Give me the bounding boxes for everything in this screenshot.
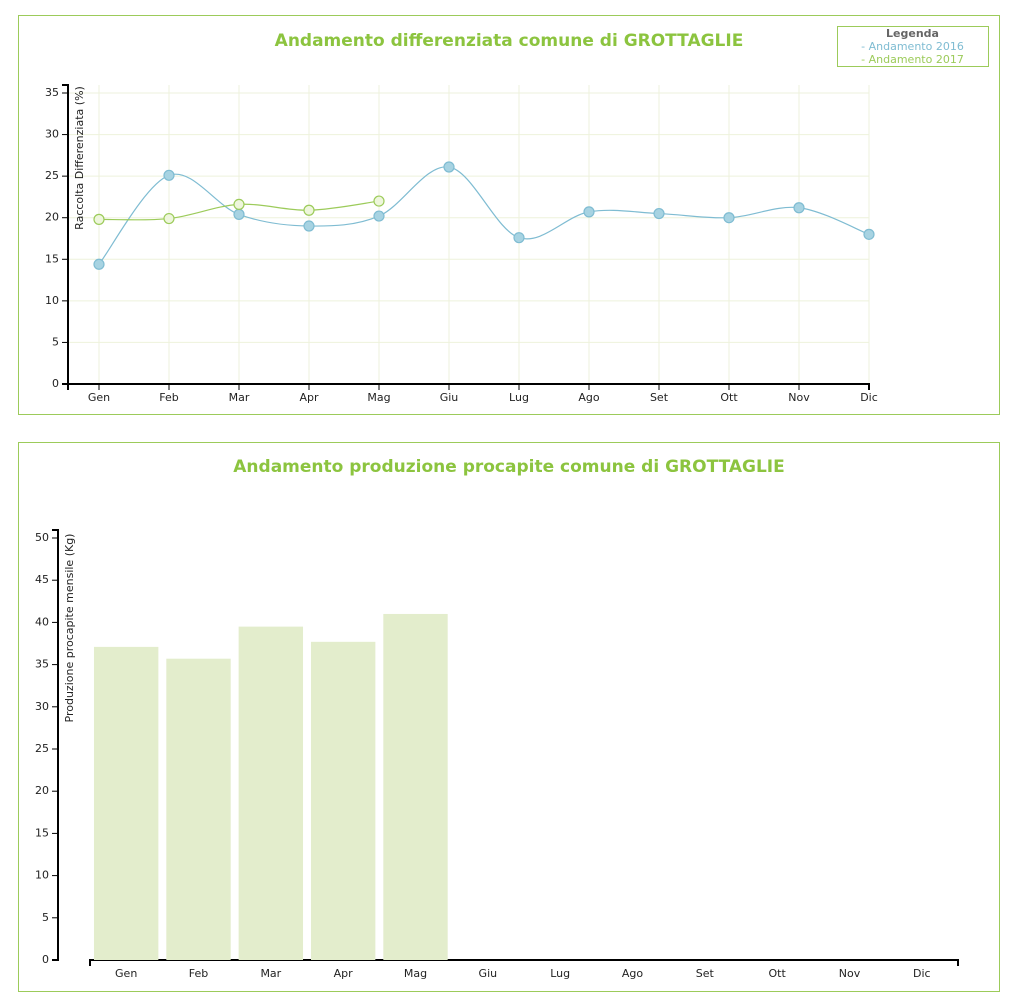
x-tick-label: Nov [788, 391, 810, 404]
y-tick-label: 45 [35, 573, 49, 586]
y-tick-label: 15 [45, 252, 59, 265]
data-point [723, 212, 735, 224]
y-axis [52, 529, 59, 961]
x-tick-label: Feb [159, 391, 178, 404]
legend-entry: - Andamento 2017 [861, 53, 964, 66]
data-point [373, 210, 385, 222]
chart-title: Andamento differenziata comune di GROTTA… [275, 31, 744, 51]
data-point [303, 220, 315, 232]
y-tick-label: 40 [35, 615, 49, 628]
data-point [583, 206, 595, 218]
x-tick-label: Dic [913, 967, 931, 980]
data-point [373, 195, 385, 207]
y-tick-label: 20 [35, 784, 49, 797]
chart-title: Andamento produzione procapite comune di… [233, 457, 784, 477]
y-tick-label: 20 [45, 211, 59, 224]
x-axis [67, 383, 870, 390]
data-point [163, 169, 175, 181]
data-point [163, 212, 175, 225]
bar [238, 626, 304, 960]
y-axis-label: Produzione procapite mensile (Kg) [63, 534, 76, 723]
y-tick-label: 0 [42, 953, 49, 966]
x-tick-label: Mag [404, 967, 427, 980]
y-tick-label: 5 [52, 335, 59, 348]
x-tick-label: Feb [189, 967, 208, 980]
y-tick-label: 35 [35, 658, 49, 671]
x-tick-label: Mar [229, 391, 250, 404]
series-line [98, 166, 870, 265]
x-tick-label: Set [650, 391, 669, 404]
y-tick-label: 15 [35, 826, 49, 839]
y-tick-label: 5 [42, 911, 49, 924]
x-axis [89, 959, 959, 966]
bar [93, 646, 159, 960]
x-tick-label: Ott [769, 967, 787, 980]
y-tick-label: 10 [35, 869, 49, 882]
x-tick-label: Lug [550, 967, 570, 980]
data-point [93, 258, 105, 270]
y-tick-label: 0 [52, 377, 59, 390]
bar [310, 641, 376, 960]
y-tick-label: 25 [35, 742, 49, 755]
legend-box [837, 26, 989, 67]
data-point [233, 208, 245, 220]
x-tick-label: Ago [622, 967, 644, 980]
x-tick-label: Apr [299, 391, 319, 404]
y-tick-label: 35 [45, 86, 59, 99]
y-tick-label: 25 [45, 169, 59, 182]
x-tick-label: Mar [260, 967, 281, 980]
y-tick-label: 50 [35, 531, 49, 544]
x-tick-label: Lug [509, 391, 529, 404]
x-tick-label: Nov [839, 967, 861, 980]
x-tick-label: Gen [115, 967, 137, 980]
bar [383, 613, 448, 960]
data-point [93, 213, 105, 225]
y-tick-label: 30 [45, 128, 59, 141]
x-tick-label: Ago [578, 391, 600, 404]
y-tick-label: 30 [35, 700, 49, 713]
legend-entry: - Andamento 2016 [861, 40, 964, 53]
chart-frame [18, 442, 1000, 992]
y-axis-label: Raccolta Differenziata (%) [73, 86, 86, 230]
chart-frame [18, 15, 1000, 415]
data-point [303, 204, 315, 216]
x-tick-label: Giu [479, 967, 498, 980]
data-point [513, 232, 525, 244]
bar [166, 658, 231, 960]
y-tick-label: 10 [45, 294, 59, 307]
x-tick-label: Giu [440, 391, 459, 404]
legend-title: Legenda [886, 27, 939, 40]
x-tick-label: Apr [334, 967, 354, 980]
x-tick-label: Ott [720, 391, 738, 404]
y-axis [62, 84, 69, 385]
data-point [233, 198, 245, 211]
data-point [653, 207, 665, 220]
x-tick-label: Dic [860, 391, 878, 404]
data-point [863, 228, 875, 240]
data-point [793, 202, 805, 214]
x-tick-label: Set [696, 967, 715, 980]
x-tick-label: Gen [88, 391, 110, 404]
x-tick-label: Mag [367, 391, 390, 404]
data-point [443, 161, 455, 173]
